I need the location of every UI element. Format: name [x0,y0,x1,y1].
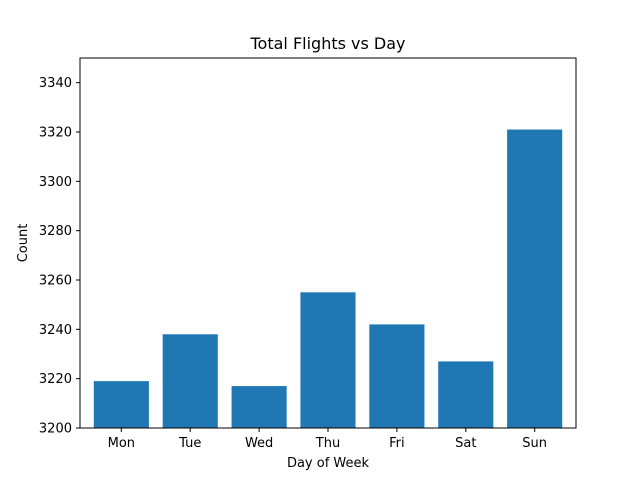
bars-group [93,129,563,428]
y-axis-ticks: 3200 3220 3240 3260 3280 3300 3320 3340 [39,76,80,437]
y-tick-label: 3240 [39,323,72,338]
x-tick-label: Tue [178,436,201,451]
x-tick-label: Mon [108,436,135,451]
y-axis-label: Count [16,224,31,263]
y-tick-label: 3220 [39,372,72,387]
y-tick-label: 3320 [39,126,72,141]
x-tick-label: Wed [245,436,273,451]
x-axis-label: Day of Week [287,456,370,471]
bar-thu [300,292,356,428]
y-tick-label: 3260 [39,274,72,289]
x-tick-label: Sun [522,436,547,451]
bar-sun [507,129,563,428]
bar-tue [162,334,218,428]
bar-fri [369,324,425,428]
plot-area-frame [79,57,577,429]
x-axis-ticks: Mon Tue Wed Thu Fri Sat Sun [108,428,547,451]
y-tick-label: 3340 [39,76,72,91]
bar-mon [93,381,149,428]
chart-title: Total Flights vs Day [249,34,405,53]
x-tick-label: Sat [455,436,476,451]
bar-wed [231,386,287,428]
y-tick-label: 3200 [39,422,72,437]
x-tick-label: Fri [389,436,405,451]
x-tick-label: Thu [315,436,340,451]
y-tick-label: 3280 [39,224,72,239]
bar-sat [438,361,494,428]
y-tick-label: 3300 [39,175,72,190]
